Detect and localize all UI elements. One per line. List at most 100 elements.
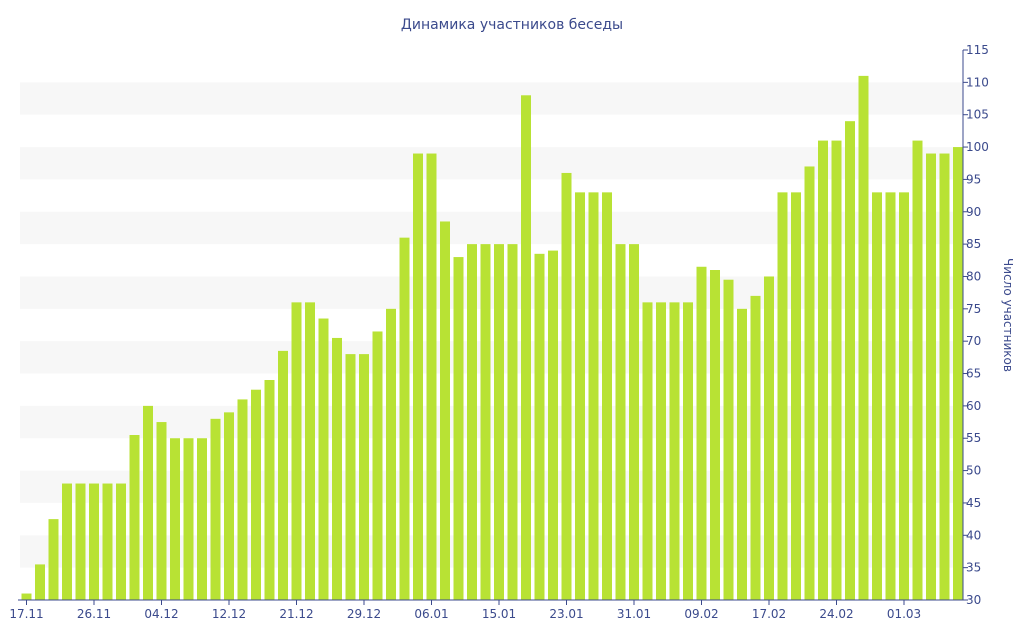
y-tick-label: 90 [966, 205, 981, 219]
bar [224, 412, 234, 600]
bar [683, 302, 693, 600]
bar [21, 593, 32, 600]
bar [426, 153, 437, 600]
x-tick-label: 06.01 [414, 607, 448, 621]
bar [939, 153, 950, 600]
y-tick-label: 110 [966, 75, 989, 89]
bar [602, 192, 612, 600]
y-tick-label: 60 [966, 399, 981, 413]
y-tick-label: 75 [966, 302, 981, 316]
bar [183, 438, 194, 600]
y-tick-label: 85 [966, 237, 981, 251]
bar [696, 266, 707, 600]
x-tick-label: 17.02 [752, 607, 786, 621]
bar [548, 250, 558, 600]
bar [291, 302, 302, 600]
x-tick-label: 23.01 [549, 607, 583, 621]
bar [467, 244, 477, 600]
x-tick-label: 31.01 [617, 607, 651, 621]
bar [35, 564, 45, 600]
x-tick-label: 17.11 [9, 607, 43, 621]
bar [237, 399, 248, 600]
bar [629, 244, 639, 600]
bar [534, 253, 545, 600]
x-axis-ticks: 17.11 26.11 04.12 12.12 21.12 29.12 06.01 15.01… [9, 600, 921, 621]
y-tick-label: 70 [966, 334, 981, 348]
bar [723, 279, 734, 600]
x-tick-label: 12.12 [212, 607, 246, 621]
bar [858, 75, 869, 601]
bar [912, 140, 923, 600]
bar [872, 192, 882, 600]
bar [48, 519, 59, 600]
bar [953, 147, 963, 600]
bar [210, 418, 221, 600]
bar [575, 192, 585, 600]
x-tick-label: 21.12 [279, 607, 313, 621]
bar [710, 270, 720, 600]
bar [615, 244, 626, 600]
bar [507, 244, 518, 600]
bar [750, 295, 761, 600]
y-tick-label: 40 [966, 528, 981, 542]
y-tick-label: 115 [966, 43, 989, 57]
bar [197, 438, 207, 600]
bars [21, 75, 963, 601]
bar [399, 237, 410, 600]
bar [521, 95, 531, 600]
y-tick-label: 30 [966, 593, 981, 607]
x-tick-label: 24.02 [819, 607, 853, 621]
bar [656, 302, 666, 600]
bar [737, 308, 747, 600]
bar [669, 302, 680, 600]
bar [372, 331, 383, 600]
bar [62, 483, 72, 600]
x-tick-label: 09.02 [684, 607, 718, 621]
bar [116, 483, 126, 600]
bar [264, 380, 275, 600]
y-axis-label: Число участников [1001, 258, 1015, 372]
x-tick-label: 29.12 [347, 607, 381, 621]
x-tick-label: 01.03 [887, 607, 921, 621]
background-band [20, 82, 963, 115]
bar [278, 350, 288, 600]
x-tick-label: 04.12 [144, 607, 178, 621]
bar [764, 276, 774, 600]
chart-title: Динамика участников беседы [401, 17, 623, 33]
bar [845, 121, 855, 601]
bar [494, 244, 504, 600]
bar [89, 483, 99, 600]
bar [305, 302, 315, 600]
bar [885, 192, 896, 600]
bar [926, 153, 936, 600]
y-tick-label: 45 [966, 496, 981, 510]
y-tick-label: 35 [966, 561, 981, 575]
bar [804, 166, 815, 600]
bar [818, 140, 828, 600]
bar [642, 302, 653, 600]
y-tick-label: 100 [966, 140, 989, 154]
bar [831, 140, 842, 600]
y-axis-ticks: 30 35 40 45 50 55 60 65 70 75 80 85 90 95 100 105 110 115 [963, 43, 989, 607]
bar [588, 192, 599, 600]
bar [777, 192, 788, 600]
bar [251, 389, 261, 600]
bar [359, 354, 369, 600]
bar [791, 192, 801, 600]
x-tick-label: 26.11 [77, 607, 111, 621]
y-tick-label: 105 [966, 108, 989, 122]
bar [899, 192, 909, 600]
bar [561, 172, 572, 601]
bar [318, 318, 329, 600]
bar [75, 483, 86, 600]
y-tick-label: 55 [966, 431, 981, 445]
bar [413, 153, 423, 600]
bar [440, 221, 450, 600]
bar [143, 405, 153, 600]
y-tick-label: 95 [966, 172, 981, 186]
bar [332, 337, 342, 600]
x-tick-label: 15.01 [482, 607, 516, 621]
y-tick-label: 65 [966, 367, 981, 381]
bar [386, 308, 396, 600]
bar [480, 244, 491, 600]
